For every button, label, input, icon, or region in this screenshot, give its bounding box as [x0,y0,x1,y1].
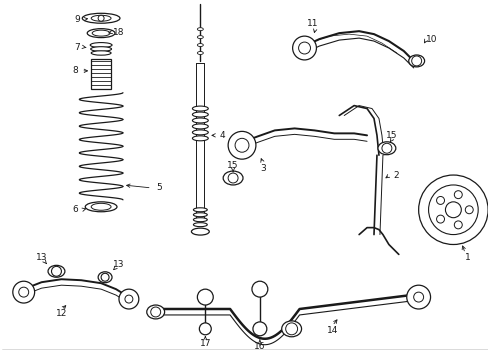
Ellipse shape [91,15,111,21]
Ellipse shape [223,171,243,185]
Circle shape [429,185,478,235]
Circle shape [454,191,462,199]
Text: 13: 13 [36,253,48,262]
Circle shape [19,287,29,297]
Circle shape [293,36,317,60]
Text: 1: 1 [466,253,471,262]
Circle shape [228,131,256,159]
Ellipse shape [194,218,207,222]
Circle shape [228,173,238,183]
Ellipse shape [147,305,165,319]
Circle shape [199,323,211,335]
Ellipse shape [197,28,203,31]
Circle shape [437,197,444,204]
Bar [91,59,111,89]
Ellipse shape [85,202,117,212]
Ellipse shape [91,203,111,210]
Circle shape [252,281,268,297]
Text: 14: 14 [327,326,338,335]
Text: 7: 7 [74,42,80,51]
Text: 18: 18 [113,28,125,37]
Ellipse shape [192,228,209,235]
Ellipse shape [98,272,112,283]
Text: 8: 8 [73,66,78,75]
Circle shape [298,42,311,54]
Text: 12: 12 [56,310,67,319]
Circle shape [101,273,109,281]
Circle shape [98,15,104,21]
Ellipse shape [197,44,203,46]
Circle shape [466,206,473,214]
Circle shape [454,221,462,229]
Ellipse shape [193,112,208,117]
Circle shape [151,307,161,317]
Ellipse shape [90,42,112,48]
Text: 2: 2 [393,171,399,180]
Text: 9: 9 [74,15,80,24]
Circle shape [437,215,444,223]
Text: 16: 16 [254,342,266,351]
Text: 3: 3 [260,163,266,172]
Ellipse shape [378,142,396,155]
Ellipse shape [194,213,207,217]
Ellipse shape [193,136,208,141]
Text: 11: 11 [307,19,318,28]
Circle shape [412,56,421,66]
Ellipse shape [193,106,208,111]
Circle shape [197,289,213,305]
Text: 13: 13 [113,260,125,269]
Text: 15: 15 [386,131,397,140]
Text: 5: 5 [156,184,162,193]
Circle shape [407,285,431,309]
Circle shape [286,323,297,335]
Ellipse shape [409,55,425,67]
Ellipse shape [91,51,111,55]
Ellipse shape [193,130,208,135]
Circle shape [51,266,61,276]
Circle shape [253,322,267,336]
Ellipse shape [282,321,301,337]
Circle shape [445,202,461,218]
Circle shape [119,289,139,309]
Ellipse shape [91,47,112,51]
Ellipse shape [82,13,120,23]
Text: 6: 6 [73,205,78,214]
Circle shape [125,295,133,303]
Ellipse shape [193,124,208,129]
Text: 17: 17 [199,339,211,348]
Ellipse shape [87,29,115,37]
Text: 15: 15 [227,161,239,170]
Circle shape [414,292,424,302]
Ellipse shape [193,118,208,123]
Ellipse shape [197,36,203,39]
Text: 4: 4 [220,131,225,140]
Circle shape [382,143,392,153]
Circle shape [13,281,35,303]
Ellipse shape [194,223,207,227]
Circle shape [418,175,488,244]
Text: 10: 10 [426,35,437,44]
Ellipse shape [48,265,65,277]
Circle shape [235,138,249,152]
Ellipse shape [197,51,203,54]
Ellipse shape [194,208,207,212]
Ellipse shape [92,30,110,36]
